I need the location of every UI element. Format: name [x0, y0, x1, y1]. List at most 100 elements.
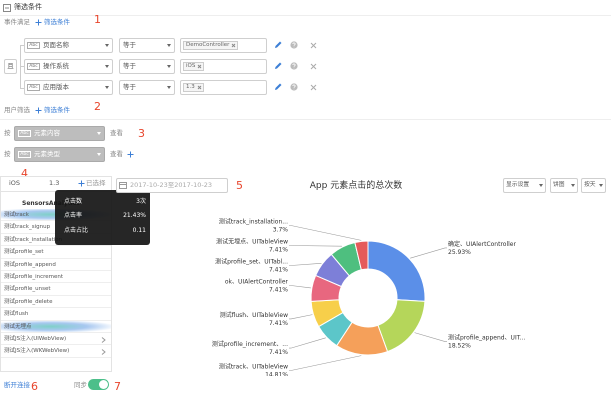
- slice-value-label: 7.41%: [269, 286, 288, 293]
- close-icon[interactable]: [197, 64, 202, 69]
- help-icon[interactable]: [290, 41, 298, 49]
- plus-icon[interactable]: [35, 19, 42, 26]
- list-item[interactable]: [1, 295, 111, 309]
- tooltip-label: 点击占比: [64, 227, 89, 234]
- field-select[interactable]: [24, 80, 113, 95]
- operator: 等于: [123, 83, 136, 91]
- slice-label: ok、UIAlertController: [225, 278, 289, 285]
- caret: [97, 132, 101, 135]
- plus-icon[interactable]: [35, 107, 42, 114]
- slice-label: 测试profile_append、UIT...: [448, 334, 525, 342]
- list-item[interactable]: [1, 333, 111, 346]
- slice-value-label: 7.41%: [269, 349, 288, 356]
- annotation: 4: [21, 167, 28, 180]
- field-select[interactable]: [24, 59, 113, 74]
- operator-select[interactable]: [119, 80, 175, 95]
- operator: 等于: [123, 41, 136, 49]
- close-icon[interactable]: [310, 84, 317, 91]
- tab[interactable]: 已选择: [86, 179, 106, 187]
- slice-label: 测试track、UITableView: [219, 363, 288, 371]
- list-item[interactable]: [1, 345, 111, 358]
- list-item-label: 测试flush: [4, 311, 29, 318]
- donut-slice: [367, 240, 426, 302]
- app-name: SensorsAnalytics: [22, 200, 80, 207]
- list-item[interactable]: [1, 246, 111, 259]
- close-icon[interactable]: [310, 42, 317, 49]
- toolbar-button[interactable]: [581, 178, 606, 193]
- leader-line: [289, 225, 362, 241]
- disconnect[interactable]: 断开连接: [4, 381, 30, 389]
- list-item[interactable]: [1, 283, 111, 296]
- slice-value-label: 3.7%: [273, 226, 289, 233]
- leader-line: [289, 245, 342, 247]
- filter-label: 用户筛选: [4, 106, 30, 114]
- tab[interactable]: 1.3: [49, 179, 60, 187]
- toolbar-button[interactable]: [550, 178, 578, 193]
- list-item[interactable]: [1, 308, 111, 321]
- slice-value-label: 18.52%: [448, 343, 471, 350]
- chart-title: App 元素点击的总次数: [309, 181, 403, 191]
- list-item[interactable]: [1, 320, 111, 333]
- group-select[interactable]: [14, 126, 105, 141]
- field-select[interactable]: [24, 38, 113, 53]
- leader-line: [289, 314, 313, 320]
- caret: [571, 184, 575, 187]
- edit-icon[interactable]: [274, 41, 282, 49]
- tooltip-value: 0.11: [132, 227, 146, 234]
- field-icon: Abc: [27, 84, 40, 91]
- close-icon[interactable]: [197, 85, 202, 90]
- group-suffix: 查看: [110, 150, 123, 158]
- list-item-label: 测试profile_set: [4, 249, 44, 256]
- toolbar-button[interactable]: [503, 178, 546, 193]
- annotation: 2: [94, 100, 101, 113]
- close-icon[interactable]: [310, 63, 317, 70]
- divider: [0, 119, 611, 120]
- field-name: 操作系统: [43, 62, 69, 70]
- add-filter[interactable]: 筛选条件: [44, 18, 70, 26]
- slice-value-label: 7.41%: [269, 266, 288, 273]
- toolbar-button-label: 显示设置: [506, 182, 530, 188]
- close-icon[interactable]: [231, 43, 236, 48]
- leader-line: [289, 285, 311, 289]
- field-name: 应用版本: [43, 83, 69, 91]
- chevron: [101, 337, 106, 343]
- tooltip: [55, 190, 150, 245]
- plus-icon[interactable]: [127, 151, 134, 158]
- edit-icon[interactable]: [274, 62, 282, 70]
- field-icon: Abc: [18, 130, 31, 137]
- date-picker[interactable]: [116, 178, 228, 193]
- slice-label: 测试profile_increment、...: [212, 340, 288, 348]
- plus-icon[interactable]: [78, 180, 85, 187]
- value-tag: iOS: [183, 62, 205, 71]
- conjunction[interactable]: 且: [4, 59, 17, 74]
- operator-select[interactable]: [119, 38, 175, 53]
- slice-label: 测试flush、UITableView: [220, 311, 289, 319]
- slice-label: 测试profile_set、UITabl...: [215, 257, 288, 265]
- toolbar-button-label: 按天: [584, 182, 596, 188]
- field-icon: Abc: [27, 42, 40, 49]
- slice-label: 测试track_installation...: [219, 217, 288, 225]
- operator-select[interactable]: [119, 59, 175, 74]
- tab[interactable]: iOS: [9, 179, 21, 187]
- help-icon[interactable]: [290, 62, 298, 70]
- field-name: 页面名称: [43, 41, 69, 49]
- help-icon[interactable]: [290, 83, 298, 91]
- list-item[interactable]: [1, 271, 111, 284]
- collapse-icon[interactable]: [3, 4, 11, 12]
- sync-toggle[interactable]: [88, 379, 109, 390]
- edit-icon[interactable]: [274, 83, 282, 91]
- leader-line: [289, 355, 362, 371]
- leader-line: [289, 337, 326, 349]
- list-item-label: 测试JS注入(UIWebView): [4, 336, 67, 342]
- caret: [97, 153, 101, 156]
- caret: [167, 44, 171, 47]
- caret: [167, 65, 171, 68]
- caret: [539, 184, 543, 187]
- slice-label: 测试无埋点、UITableView: [216, 237, 288, 245]
- group-select[interactable]: [14, 147, 105, 162]
- list-item[interactable]: [1, 258, 111, 271]
- add-filter[interactable]: 筛选条件: [44, 106, 70, 114]
- caret: [105, 65, 109, 68]
- tooltip-label: 点击数: [64, 198, 83, 205]
